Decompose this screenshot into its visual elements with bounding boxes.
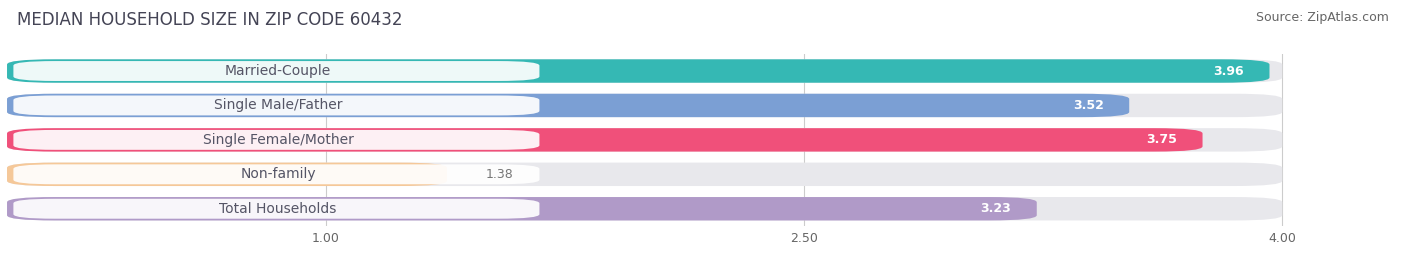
FancyBboxPatch shape xyxy=(7,59,1270,83)
Text: 1.38: 1.38 xyxy=(485,168,513,181)
Text: 3.52: 3.52 xyxy=(1073,99,1104,112)
FancyBboxPatch shape xyxy=(7,128,1202,152)
FancyBboxPatch shape xyxy=(7,197,1036,221)
FancyBboxPatch shape xyxy=(14,61,540,81)
Text: Total Households: Total Households xyxy=(219,202,336,216)
FancyBboxPatch shape xyxy=(7,94,1129,117)
Text: Married-Couple: Married-Couple xyxy=(225,64,332,78)
FancyBboxPatch shape xyxy=(14,95,540,115)
Text: MEDIAN HOUSEHOLD SIZE IN ZIP CODE 60432: MEDIAN HOUSEHOLD SIZE IN ZIP CODE 60432 xyxy=(17,11,402,29)
FancyBboxPatch shape xyxy=(7,128,1282,152)
FancyBboxPatch shape xyxy=(7,94,1282,117)
Text: Non-family: Non-family xyxy=(240,167,316,181)
Text: 3.23: 3.23 xyxy=(980,202,1011,215)
Text: 3.75: 3.75 xyxy=(1146,133,1177,146)
Text: Single Male/Father: Single Male/Father xyxy=(214,98,342,112)
FancyBboxPatch shape xyxy=(14,164,540,184)
FancyBboxPatch shape xyxy=(7,162,447,186)
Text: 3.96: 3.96 xyxy=(1213,65,1244,77)
Text: Single Female/Mother: Single Female/Mother xyxy=(202,133,353,147)
FancyBboxPatch shape xyxy=(7,197,1282,221)
Text: Source: ZipAtlas.com: Source: ZipAtlas.com xyxy=(1256,11,1389,24)
FancyBboxPatch shape xyxy=(14,130,540,150)
FancyBboxPatch shape xyxy=(7,162,1282,186)
FancyBboxPatch shape xyxy=(7,59,1282,83)
FancyBboxPatch shape xyxy=(14,199,540,219)
